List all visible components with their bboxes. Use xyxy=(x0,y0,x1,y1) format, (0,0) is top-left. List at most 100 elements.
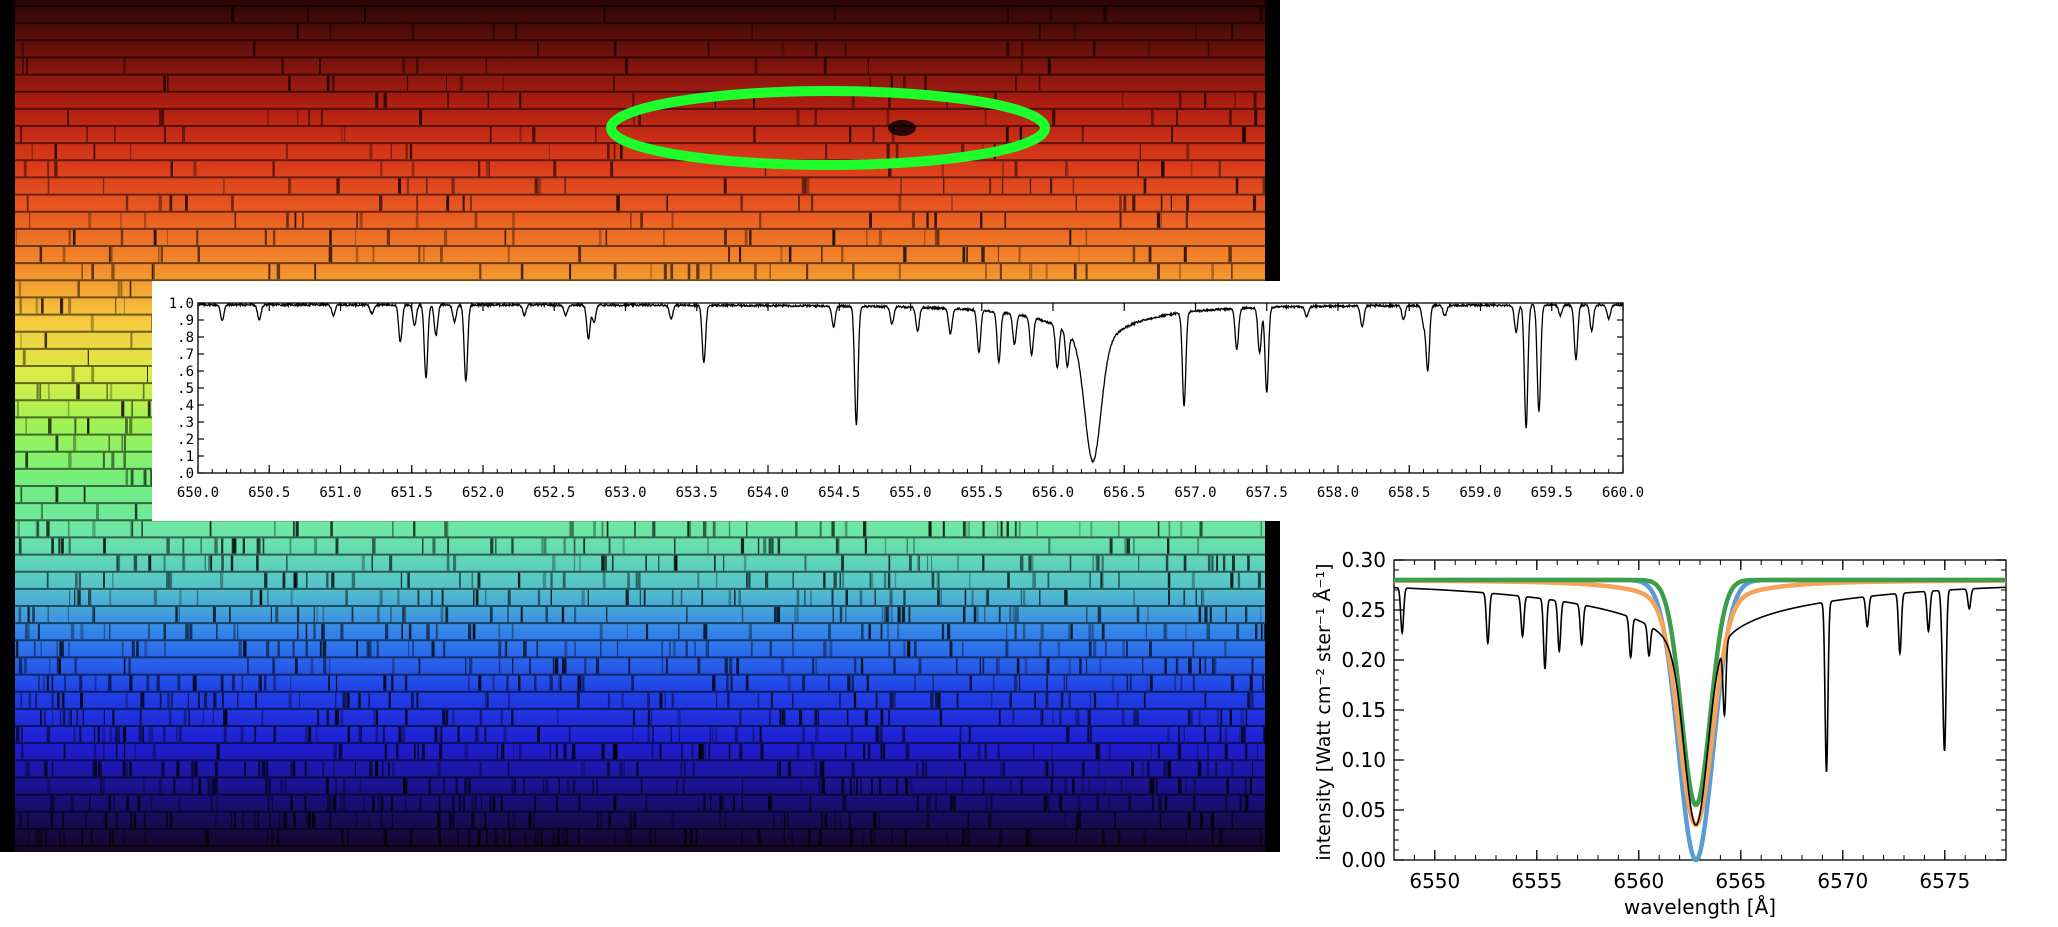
absorption-line-mark xyxy=(1130,795,1132,811)
absorption-line-mark xyxy=(903,829,906,845)
absorption-line-mark xyxy=(796,109,800,125)
absorption-line-mark xyxy=(76,589,79,605)
absorption-line-mark xyxy=(474,212,478,228)
absorption-line-mark xyxy=(335,675,338,691)
absorption-line-mark xyxy=(537,829,539,845)
absorption-line-mark xyxy=(20,692,23,708)
absorption-line-mark xyxy=(305,812,308,828)
absorption-line-mark xyxy=(507,761,510,777)
absorption-line-mark xyxy=(1036,521,1038,537)
absorption-line-mark xyxy=(984,744,987,760)
absorption-line-mark xyxy=(267,795,270,811)
absorption-line-mark xyxy=(85,812,88,828)
absorption-line-mark xyxy=(442,778,446,794)
absorption-line-mark xyxy=(651,744,654,760)
absorption-line-mark xyxy=(600,641,602,657)
absorption-line-mark xyxy=(606,521,609,537)
absorption-line-mark xyxy=(977,744,981,760)
absorption-line-mark xyxy=(125,418,128,434)
right-y-tick-label: 0.15 xyxy=(1341,698,1386,722)
absorption-line-mark xyxy=(1147,607,1149,623)
absorption-line-mark xyxy=(242,812,244,828)
absorption-line-mark xyxy=(1177,744,1181,760)
absorption-line-mark xyxy=(532,812,535,828)
mid-y-tick-label: .5 xyxy=(177,381,194,397)
absorption-line-mark xyxy=(78,384,80,400)
absorption-line-mark xyxy=(417,744,420,760)
absorption-line-mark xyxy=(1016,658,1020,674)
absorption-line-mark xyxy=(416,195,419,211)
absorption-line-mark xyxy=(999,521,1003,537)
absorption-line-mark xyxy=(223,178,225,194)
absorption-line-mark xyxy=(458,795,461,811)
absorption-line-mark xyxy=(144,469,147,485)
absorption-line-mark xyxy=(1201,589,1203,605)
absorption-line-mark xyxy=(512,212,515,228)
absorption-line-mark xyxy=(864,538,867,554)
absorption-line-mark xyxy=(1245,607,1248,623)
absorption-line-mark xyxy=(1255,624,1258,640)
absorption-line-mark xyxy=(1068,624,1071,640)
absorption-line-mark xyxy=(1117,829,1121,845)
absorption-line-mark xyxy=(578,795,581,811)
absorption-line-mark xyxy=(802,727,805,743)
absorption-line-mark xyxy=(298,692,300,708)
absorption-line-mark xyxy=(321,624,324,640)
absorption-line-mark xyxy=(698,744,702,760)
absorption-line-mark xyxy=(507,589,511,605)
absorption-line-mark xyxy=(445,709,449,725)
absorption-line-mark xyxy=(439,744,443,760)
absorption-line-mark xyxy=(402,58,406,74)
absorption-line-mark xyxy=(852,264,855,280)
absorption-line-mark xyxy=(839,572,842,588)
absorption-line-mark xyxy=(1022,589,1026,605)
absorption-line-mark xyxy=(542,778,544,794)
absorption-line-mark xyxy=(43,709,46,725)
absorption-line-mark xyxy=(1020,58,1023,74)
absorption-line-mark xyxy=(962,641,964,657)
absorption-line-mark xyxy=(1116,692,1119,708)
absorption-line-mark xyxy=(130,332,133,348)
absorption-line-mark xyxy=(567,829,569,845)
absorption-line-mark xyxy=(777,761,779,777)
absorption-line-mark xyxy=(1185,778,1187,794)
absorption-line-mark xyxy=(708,744,711,760)
absorption-line-mark xyxy=(194,761,198,777)
absorption-line-mark xyxy=(1093,41,1096,57)
absorption-line-mark xyxy=(1079,658,1082,674)
absorption-line-mark xyxy=(1092,555,1094,571)
absorption-line-mark xyxy=(396,744,399,760)
absorption-line-mark xyxy=(1077,709,1080,725)
absorption-line-mark xyxy=(374,761,379,777)
absorption-line-mark xyxy=(1152,778,1156,794)
absorption-line-mark xyxy=(288,692,292,708)
absorption-line-mark xyxy=(125,195,129,211)
absorption-line-mark xyxy=(658,555,660,571)
absorption-line-mark xyxy=(282,572,286,588)
absorption-line-mark xyxy=(314,538,318,554)
absorption-line-mark xyxy=(888,555,891,571)
absorption-line-mark xyxy=(410,692,414,708)
absorption-line-mark xyxy=(511,624,514,640)
absorption-line-mark xyxy=(740,538,745,554)
absorption-line-mark xyxy=(121,435,123,451)
absorption-line-mark xyxy=(39,384,42,400)
absorption-line-mark xyxy=(292,641,295,657)
absorption-line-mark xyxy=(1064,812,1066,828)
absorption-line-mark xyxy=(721,795,725,811)
absorption-line-mark xyxy=(240,727,244,743)
absorption-line-mark xyxy=(1159,812,1162,828)
absorption-line-mark xyxy=(480,795,482,811)
absorption-line-mark xyxy=(158,778,163,794)
absorption-line-mark xyxy=(1108,744,1111,760)
absorption-line-mark xyxy=(505,641,507,657)
absorption-line-mark xyxy=(617,641,619,657)
absorption-line-mark xyxy=(768,538,772,554)
absorption-line-mark xyxy=(846,709,849,725)
absorption-line-mark xyxy=(716,572,718,588)
absorption-line-mark xyxy=(50,812,54,828)
absorption-line-mark xyxy=(400,572,403,588)
absorption-line-mark xyxy=(347,829,349,845)
mid-y-tick-label: .8 xyxy=(177,330,194,346)
absorption-line-mark xyxy=(687,264,691,280)
